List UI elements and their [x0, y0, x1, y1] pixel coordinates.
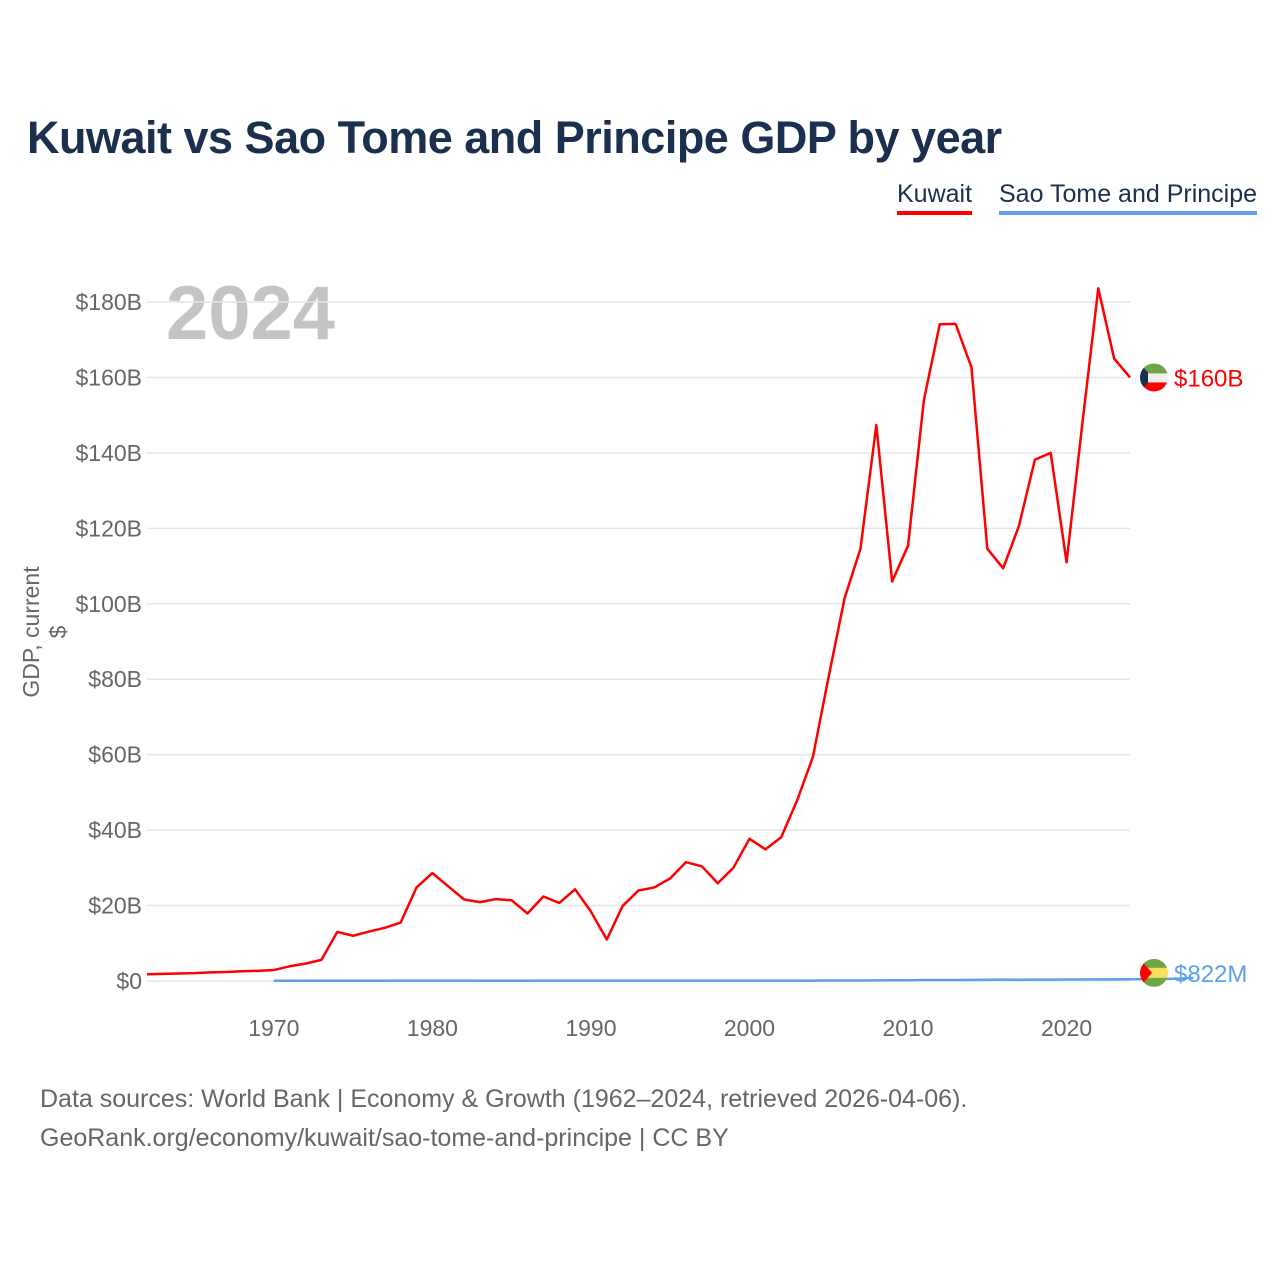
kuwait-flag-icon	[1140, 363, 1168, 392]
x-tick-label: 1980	[407, 1015, 458, 1041]
y-tick-label: $40B	[88, 817, 142, 843]
x-tick-label: 1990	[565, 1015, 616, 1041]
source-url[interactable]: GeoRank.org/economy/kuwait/sao-tome-and-…	[40, 1124, 729, 1152]
x-tick-label: 2010	[882, 1015, 933, 1041]
chart-title: Kuwait vs Sao Tome and Principe GDP by y…	[27, 112, 1002, 163]
end-label-kuwait: $160B	[1174, 365, 1243, 392]
source-line: Data sources: World Bank | Economy & Gro…	[40, 1085, 968, 1113]
y-tick-label: $80B	[88, 666, 142, 692]
sao-tome-flag-icon	[1140, 958, 1168, 987]
x-tick-label: 2000	[724, 1015, 775, 1041]
x-tick-label: 2020	[1041, 1015, 1092, 1041]
y-tick-label: $180B	[75, 289, 142, 315]
series-line-sao-tome-and-principe	[273, 976, 1194, 983]
end-label-sao-tome: $822M	[1174, 961, 1247, 988]
y-tick-label: $0	[116, 968, 142, 994]
y-tick-label: $100B	[75, 591, 142, 617]
year-watermark: 2024	[166, 271, 336, 356]
series-line-kuwait	[146, 287, 1131, 976]
legend-sao-tome[interactable]: Sao Tome and Principe	[999, 180, 1258, 215]
y-tick-label: $20B	[88, 893, 142, 919]
y-tick-label: $160B	[75, 364, 142, 390]
x-tick-label: 1970	[248, 1015, 299, 1041]
y-tick-label: $120B	[75, 515, 142, 541]
y-tick-label: $60B	[88, 742, 142, 768]
y-tick-label: $140B	[75, 440, 142, 466]
legend-kuwait[interactable]: Kuwait	[897, 180, 973, 215]
